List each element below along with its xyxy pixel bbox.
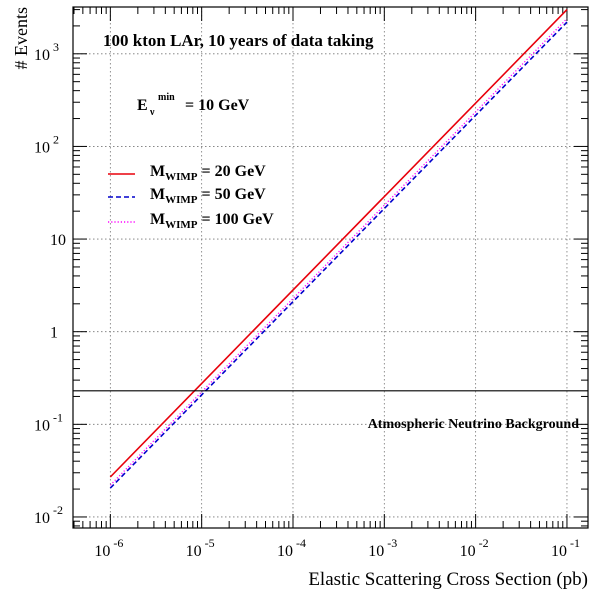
threshold-annotation: E ν min = 10 GeV: [137, 92, 250, 118]
x-axis-title: Elastic Scattering Cross Section (pb): [308, 569, 588, 590]
x-tick-label: 10 -3: [368, 536, 397, 560]
threshold-value: = 10 GeV: [185, 97, 250, 114]
x-tick-label: 10 -2: [460, 536, 489, 560]
legend: MWIMP = 20 GeV MWIMP = 50 GeV MWIMP = 100 GeV: [108, 163, 274, 231]
chart-title: 100 kton LAr, 10 years of data taking: [103, 31, 374, 50]
threshold-label: E: [137, 97, 148, 114]
x-tick-label: 10 -5: [186, 536, 215, 560]
threshold-sub: ν: [149, 107, 155, 118]
background-label: Atmospheric Neutrino Background: [368, 417, 580, 432]
y-axis-title: # Events: [11, 7, 31, 70]
y-tick-label: 1: [50, 325, 58, 342]
legend-label: MWIMP = 20 GeV: [150, 163, 266, 183]
x-tick-label: 10 -6: [94, 536, 123, 560]
y-tick-label: 10: [50, 232, 66, 249]
y-tick-label: 10 -2: [34, 503, 63, 527]
x-tick-label: 10 -4: [277, 536, 306, 560]
series-line-100-gev: [109, 18, 568, 486]
series-line-50-gev: [109, 21, 568, 489]
x-tick-label: 10 -1: [551, 536, 580, 560]
series-line-20-gev: [109, 9, 568, 478]
minor-ticks: [73, 7, 588, 528]
grid: [73, 7, 588, 528]
legend-label: MWIMP = 100 GeV: [150, 211, 274, 231]
x-tick-labels: 10 -6 10 -5 10 -4 10 -3 10 -2 10 -1: [94, 536, 580, 560]
plot-frame: [72, 6, 589, 529]
series-layer: [109, 9, 568, 489]
y-tick-label: 10 2: [34, 132, 59, 156]
legend-label: MWIMP = 50 GeV: [150, 186, 266, 206]
y-tick-label: 10 -1: [34, 410, 63, 434]
y-tick-label: 10 3: [34, 40, 59, 64]
threshold-sup: min: [158, 92, 175, 103]
